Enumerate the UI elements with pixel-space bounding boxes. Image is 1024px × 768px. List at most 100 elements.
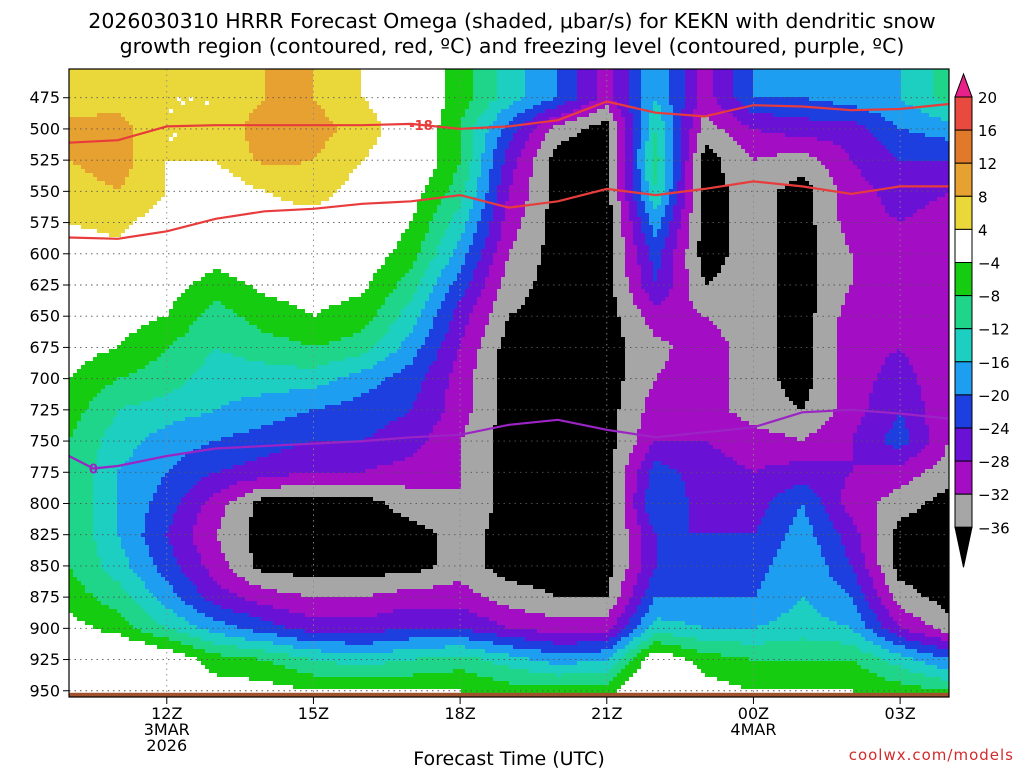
omega-cell	[117, 497, 122, 502]
omega-cell	[181, 369, 186, 374]
omega-cell	[149, 665, 154, 670]
omega-cell	[81, 237, 86, 242]
omega-cell	[161, 153, 166, 158]
omega-cell	[117, 585, 122, 590]
omega-cell	[105, 97, 110, 102]
omega-cell	[185, 305, 190, 310]
omega-cell	[153, 469, 158, 474]
omega-cell	[141, 629, 146, 634]
omega-cell	[161, 621, 166, 626]
omega-cell	[97, 81, 102, 86]
omega-cell	[109, 325, 114, 330]
omega-cell	[113, 273, 118, 278]
omega-cell	[113, 373, 118, 378]
omega-cell	[121, 209, 126, 214]
omega-cell	[77, 673, 82, 678]
omega-cell	[181, 617, 186, 622]
omega-cell	[93, 293, 98, 298]
omega-cell	[173, 437, 178, 442]
omega-cell	[121, 293, 126, 298]
omega-cell	[181, 249, 186, 254]
omega-cell	[129, 73, 134, 78]
omega-cell	[117, 533, 122, 538]
omega-cell	[161, 533, 166, 538]
omega-cell	[101, 373, 106, 378]
omega-cell	[117, 297, 122, 302]
omega-cell	[153, 225, 158, 230]
omega-cell	[121, 333, 126, 338]
omega-cell	[153, 621, 158, 626]
omega-cell	[113, 93, 118, 98]
omega-cell	[77, 197, 82, 202]
omega-cell	[77, 357, 82, 362]
omega-cell	[141, 409, 146, 414]
omega-cell	[109, 493, 114, 498]
omega-cell	[133, 257, 138, 262]
omega-cell	[73, 185, 78, 190]
omega-cell	[125, 589, 130, 594]
omega-cell	[145, 653, 150, 658]
omega-cell	[113, 621, 118, 626]
omega-cell	[97, 393, 102, 398]
omega-cell	[181, 433, 186, 438]
omega-cell	[113, 581, 118, 586]
omega-cell	[193, 365, 198, 370]
omega-cell	[97, 93, 102, 98]
omega-cell	[113, 665, 118, 670]
omega-cell	[185, 173, 190, 178]
omega-cell	[161, 625, 166, 630]
omega-cell	[185, 209, 190, 214]
omega-cell	[145, 641, 150, 646]
omega-cell	[89, 125, 94, 130]
omega-cell	[181, 117, 186, 122]
omega-cell	[125, 685, 130, 690]
omega-cell	[117, 313, 122, 318]
omega-cell	[137, 165, 142, 170]
omega-cell	[161, 105, 166, 110]
omega-cell	[105, 209, 110, 214]
omega-cell	[173, 229, 178, 234]
omega-cell	[77, 193, 82, 198]
omega-cell	[141, 401, 146, 406]
omega-cell	[117, 377, 122, 382]
omega-cell	[189, 377, 194, 382]
omega-cell	[173, 677, 178, 682]
omega-cell	[145, 465, 150, 470]
omega-cell	[141, 569, 146, 574]
omega-cell	[177, 421, 182, 426]
omega-cell	[93, 177, 98, 182]
omega-cell	[109, 677, 114, 682]
omega-cell	[125, 201, 130, 206]
omega-cell	[85, 145, 90, 150]
omega-cell	[165, 325, 170, 330]
omega-cell	[97, 277, 102, 282]
omega-cell	[145, 549, 150, 554]
omega-cell	[161, 333, 166, 338]
omega-cell	[109, 369, 114, 374]
omega-cell	[137, 589, 142, 594]
omega-cell	[129, 153, 134, 158]
omega-cell	[173, 573, 178, 578]
omega-cell	[189, 429, 194, 434]
omega-cell	[93, 253, 98, 258]
omega-cell	[149, 337, 154, 342]
omega-cell	[137, 85, 142, 90]
omega-cell	[93, 89, 98, 94]
omega-cell	[161, 121, 166, 126]
omega-cell	[77, 241, 82, 246]
omega-cell	[129, 157, 134, 162]
omega-cell	[185, 593, 190, 598]
omega-cell	[81, 117, 86, 122]
omega-cell	[117, 613, 122, 618]
omega-cell	[105, 345, 110, 350]
omega-cell	[165, 581, 170, 586]
omega-cell	[189, 309, 194, 314]
omega-cell	[93, 73, 98, 78]
omega-cell	[129, 661, 134, 666]
omega-cell	[165, 273, 170, 278]
omega-cell	[145, 357, 150, 362]
omega-cell	[85, 221, 90, 226]
omega-cell	[97, 213, 102, 218]
omega-cell	[165, 521, 170, 526]
omega-cell	[145, 557, 150, 562]
